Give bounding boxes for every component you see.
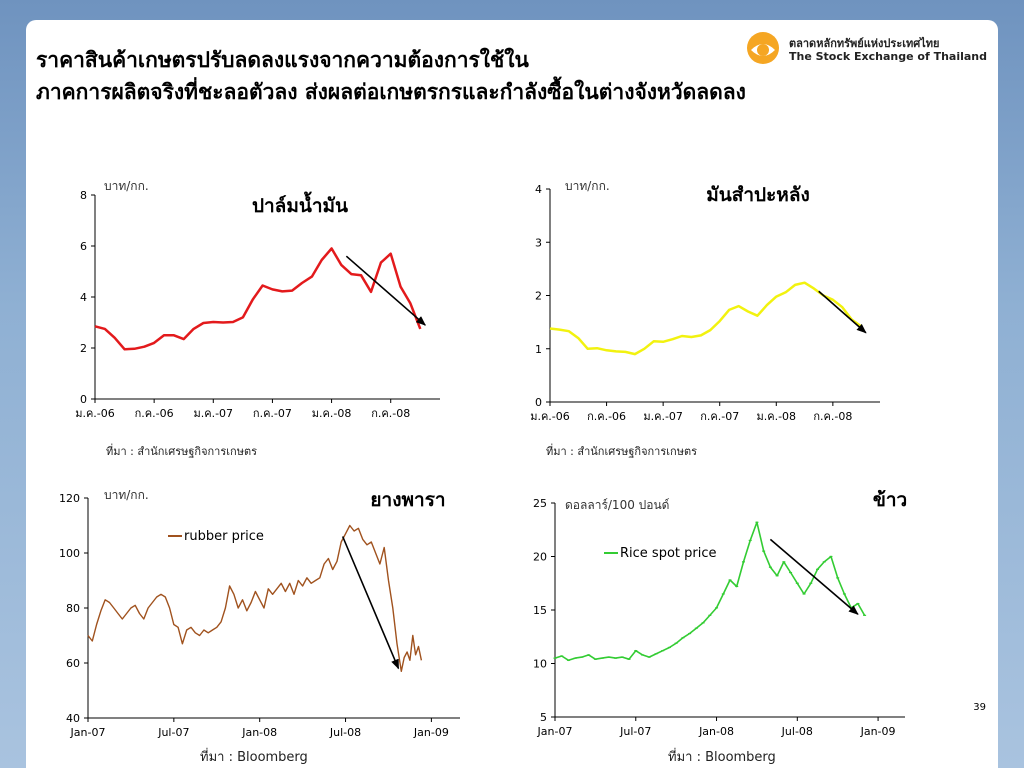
source-note: ที่มา : Bloomberg bbox=[200, 748, 308, 765]
x-tick-label: Jan-09 bbox=[413, 726, 449, 739]
chart-title: ข้าว bbox=[873, 489, 907, 511]
y-unit-label: ดอลลาร์/100 ปอนด์ bbox=[565, 498, 669, 512]
x-tick-label: Jan-07 bbox=[70, 726, 106, 739]
trend-arrow bbox=[818, 290, 867, 334]
x-tick-label: Jan-07 bbox=[537, 725, 573, 738]
legend-label: Rice spot price bbox=[620, 546, 716, 561]
y-tick-label: 0 bbox=[535, 396, 542, 409]
y-tick-label: 15 bbox=[533, 604, 547, 617]
y-tick-label: 3 bbox=[535, 236, 542, 249]
source-note: ที่มา : สำนักเศรษฐกิจการเกษตร bbox=[106, 443, 257, 458]
x-tick-label: ก.ค.-06 bbox=[135, 407, 174, 420]
y-tick-label: 100 bbox=[59, 547, 80, 560]
series-line-rice bbox=[554, 521, 866, 662]
slide-title-line2: ภาคการผลิตจริงที่ชะลอตัวลง ส่งผลต่อเกษตร… bbox=[36, 80, 746, 104]
y-tick-label: 60 bbox=[66, 657, 80, 670]
chart-palm: 0 2 4 6 8 ม.ค.-06 ก.ค.-06 ม.ค.-07 ก.ค.-07 ม.ค.-08… bbox=[75, 179, 440, 458]
y-unit-label: บาท/กก. bbox=[104, 488, 149, 502]
x-tick-label: ก.ค.-06 bbox=[587, 410, 626, 423]
source-note: ที่มา : สำนักเศรษฐกิจการเกษตร bbox=[546, 443, 697, 458]
chart-title: มันสำปะหลัง bbox=[706, 184, 810, 206]
slide-title: ราคาสินค้าเกษตรปรับลดลงแรงจากความต้องการ… bbox=[36, 44, 776, 108]
series-line-palm bbox=[94, 247, 422, 351]
series-line-rubber bbox=[87, 524, 423, 672]
y-tick-label: 4 bbox=[80, 291, 87, 304]
logo-name-thai: ตลาดหลักทรัพย์แห่งประเทศไทย bbox=[789, 37, 940, 50]
chart-rice: 5 10 15 20 25 Jan-07 Jul-07 Jan-08 Jul-08 Jan-09 ด… bbox=[533, 489, 907, 765]
logo-name-english: The Stock Exchange of Thailand bbox=[789, 50, 988, 63]
x-tick-label: Jul-08 bbox=[781, 725, 813, 738]
series-line-cassava bbox=[549, 281, 862, 356]
chart-title: ยางพารา bbox=[370, 489, 445, 511]
slide: ราคาสินค้าเกษตรปรับลดลงแรงจากความต้องการ… bbox=[26, 20, 998, 768]
chart-rubber: 40 60 80 100 120 Jan-07 Jul-07 Jan-08 Jul-08 Jan-… bbox=[59, 488, 460, 765]
y-tick-label: 80 bbox=[66, 602, 80, 615]
y-tick-label: 1 bbox=[535, 343, 542, 356]
trend-arrow bbox=[769, 538, 859, 615]
x-tick-label: ม.ค.-08 bbox=[312, 407, 352, 420]
x-tick-label: ม.ค.-06 bbox=[75, 407, 115, 420]
x-tick-label: ม.ค.-08 bbox=[756, 410, 796, 423]
y-tick-label: 2 bbox=[80, 342, 87, 355]
x-tick-label: ม.ค.-06 bbox=[530, 410, 570, 423]
chart-title: ปาล์มน้ำมัน bbox=[252, 191, 348, 217]
y-tick-label: 10 bbox=[533, 658, 547, 671]
x-tick-label: ก.ค.-08 bbox=[371, 407, 410, 420]
legend-label: rubber price bbox=[184, 529, 264, 544]
set-logo: ตลาดหลักทรัพย์แห่งประเทศไทย The Stock Ex… bbox=[745, 30, 987, 70]
x-tick-label: ก.ค.-08 bbox=[813, 410, 852, 423]
x-tick-label: ก.ค.-07 bbox=[253, 407, 292, 420]
y-tick-label: 40 bbox=[66, 712, 80, 725]
trend-arrow bbox=[345, 255, 426, 326]
y-tick-label: 25 bbox=[533, 497, 547, 510]
x-tick-label: ก.ค.-07 bbox=[700, 410, 739, 423]
x-tick-label: Jul-08 bbox=[329, 726, 361, 739]
slide-title-line1: ราคาสินค้าเกษตรปรับลดลงแรงจากความต้องการ… bbox=[36, 48, 529, 72]
y-tick-label: 2 bbox=[535, 290, 542, 303]
x-tick-label: Jan-09 bbox=[860, 725, 896, 738]
y-unit-label: บาท/กก. bbox=[104, 179, 149, 193]
y-tick-label: 8 bbox=[80, 189, 87, 202]
x-tick-label: Jan-08 bbox=[241, 726, 277, 739]
y-tick-label: 4 bbox=[535, 183, 542, 196]
trend-arrow bbox=[341, 536, 400, 670]
x-tick-label: Jan-08 bbox=[698, 725, 734, 738]
x-tick-label: Jul-07 bbox=[619, 725, 651, 738]
y-tick-label: 6 bbox=[80, 240, 87, 253]
x-tick-label: ม.ค.-07 bbox=[193, 407, 233, 420]
y-tick-label: 0 bbox=[80, 393, 87, 406]
chart-cassava: 0 1 2 3 4 ม.ค.-06 ก.ค.-06 ม.ค.-07 ก.ค.-07 ม.ค.-08… bbox=[530, 179, 880, 458]
source-note: ที่มา : Bloomberg bbox=[668, 748, 776, 765]
x-tick-label: Jul-07 bbox=[157, 726, 189, 739]
set-logo-icon bbox=[747, 32, 779, 64]
y-tick-label: 120 bbox=[59, 492, 80, 505]
y-tick-label: 20 bbox=[533, 551, 547, 564]
y-unit-label: บาท/กก. bbox=[565, 179, 610, 193]
y-tick-label: 5 bbox=[540, 711, 547, 724]
page-number: 39 bbox=[973, 702, 986, 713]
x-tick-label: ม.ค.-07 bbox=[643, 410, 683, 423]
